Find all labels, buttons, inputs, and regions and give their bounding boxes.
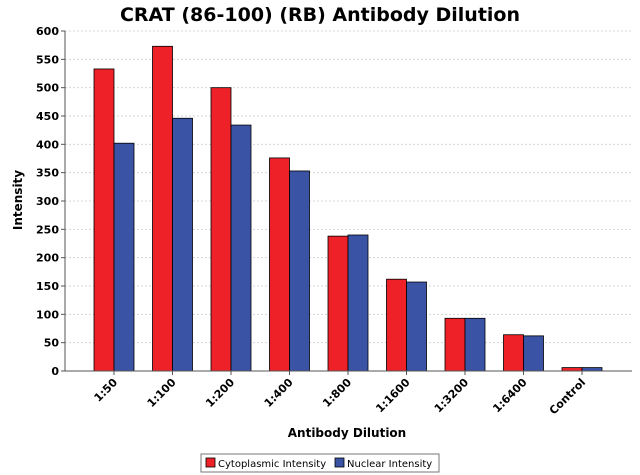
x-tick-label: 1:400 [262, 376, 296, 410]
x-tick-label: 1:3200 [432, 376, 472, 416]
x-tick-label: 1:100 [145, 376, 179, 410]
y-tick-label: 200 [36, 252, 59, 265]
legend-label-nuclear: Nuclear Intensity [347, 459, 432, 470]
bar-cytoplasmic [269, 157, 290, 372]
bar-nuclear [113, 142, 135, 372]
bar-cytoplasmic [503, 334, 524, 372]
bar-nuclear [523, 335, 544, 372]
legend-label-cytoplasmic: Cytoplasmic Intensity [218, 459, 326, 470]
bar-nuclear [581, 367, 603, 372]
y-tick-label: 550 [36, 53, 59, 66]
y-tick-label: 500 [36, 82, 59, 95]
y-tick-label: 300 [36, 195, 59, 208]
bar-cytoplasmic [327, 235, 349, 372]
y-axis-title: Intensity [11, 170, 25, 230]
y-tick-label: 150 [36, 280, 59, 293]
grid-lines [65, 30, 632, 344]
bar-cytoplasmic [561, 367, 583, 372]
bar-nuclear [172, 117, 193, 372]
x-tick-label: 1:1600 [373, 376, 413, 416]
bar-cytoplasmic [152, 45, 173, 372]
x-tick-label: 1:6400 [490, 376, 530, 416]
y-tick-label: 50 [44, 337, 60, 350]
x-tick-label: 1:200 [203, 376, 237, 410]
bar-nuclear [230, 124, 252, 372]
legend: Cytoplasmic Intensity Nuclear Intensity [200, 453, 440, 473]
bar-nuclear [464, 317, 486, 372]
x-axis-ticks: 1:50 1:100 1:200 1:400 1:800 1:1600 1:3200 1:64… [92, 371, 588, 417]
legend-swatch-nuclear [334, 457, 345, 468]
bar-nuclear [289, 170, 310, 372]
chart-title: CRAT (86-100) (RB) Antibody Dilution [120, 4, 520, 26]
y-tick-label: 350 [36, 167, 59, 180]
bars [93, 45, 603, 372]
x-axis-title: Antibody Dilution [288, 426, 406, 440]
legend-swatch-cytoplasmic [205, 457, 216, 468]
legend-box [200, 453, 440, 473]
bar-cytoplasmic [210, 87, 232, 372]
y-tick-label: 0 [51, 365, 59, 378]
bar-cytoplasmic [93, 68, 115, 372]
y-tick-label: 100 [36, 308, 59, 321]
x-tick-label: 1:800 [320, 376, 354, 410]
bar-nuclear [347, 234, 369, 372]
y-tick-label: 250 [36, 223, 59, 236]
y-tick-label: 450 [36, 110, 59, 123]
bar-nuclear [406, 281, 427, 372]
y-tick-label: 400 [36, 138, 59, 151]
x-tick-label: Control [547, 376, 588, 417]
x-tick-label: 1:50 [92, 376, 121, 405]
y-axis-ticks: 0 50 100 150 200 250 300 350 400 450 500 550 600 [36, 25, 65, 378]
bar-cytoplasmic [386, 278, 407, 372]
y-tick-label: 600 [36, 25, 59, 38]
bar-cytoplasmic [444, 317, 466, 372]
